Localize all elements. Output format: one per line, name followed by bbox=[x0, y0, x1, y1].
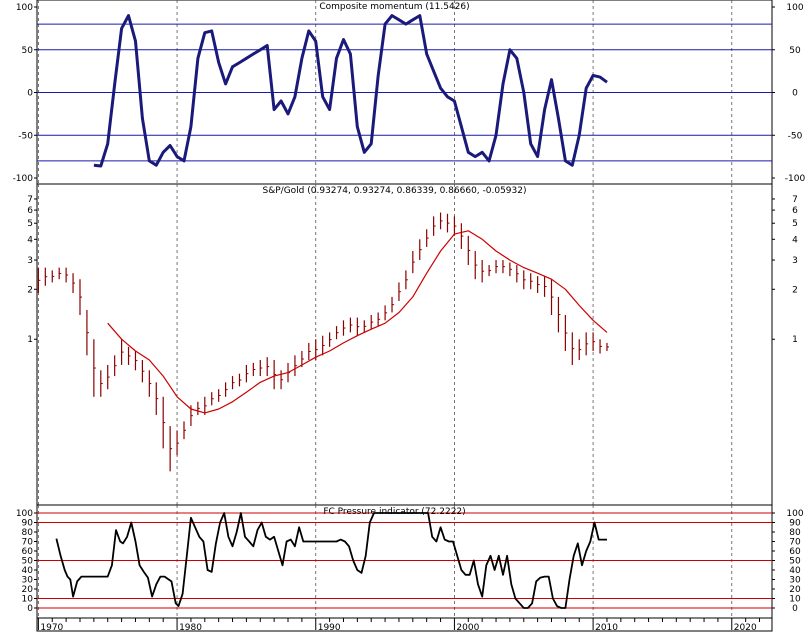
y-tick-label-left: 60 bbox=[22, 547, 34, 557]
y-tick-label-left: 50 bbox=[22, 557, 34, 567]
y-tick-label-right: 70 bbox=[789, 538, 801, 548]
y-tick-label-left: 6 bbox=[27, 206, 33, 216]
y-tick-label-right: 50 bbox=[789, 557, 801, 567]
y-tick-label-right: 50 bbox=[789, 46, 801, 56]
x-tick-label: 1970 bbox=[40, 623, 63, 632]
y-tick-label-right: 3 bbox=[792, 256, 798, 266]
y-tick-label-right: 7 bbox=[792, 195, 798, 205]
moving-average-line bbox=[107, 230, 608, 414]
y-tick-label-right: 100 bbox=[786, 3, 803, 13]
sp-gold-panel: 7 76 65 54 43 32 21 1S&P/Gold (0.93274, 0.93274… bbox=[27, 183, 798, 506]
y-tick-label-left: 5 bbox=[27, 219, 33, 229]
y-tick-label-left: 40 bbox=[22, 566, 34, 576]
panel-title: S&P/Gold (0.93274, 0.93274, 0.86339, 0.8… bbox=[263, 186, 527, 196]
y-tick-label-left: 4 bbox=[27, 235, 33, 245]
y-tick-label-left: -50 bbox=[18, 131, 33, 141]
y-tick-label-right: 80 bbox=[789, 528, 801, 538]
y-tick-label-left: 100 bbox=[16, 3, 33, 13]
series-line bbox=[93, 14, 608, 168]
y-tick-label-left: 20 bbox=[22, 585, 34, 595]
y-tick-label-right: 0 bbox=[792, 89, 798, 99]
y-tick-label-right: 5 bbox=[792, 219, 798, 229]
y-tick-label-left: 100 bbox=[16, 509, 33, 519]
y-tick-label-right: 60 bbox=[789, 547, 801, 557]
x-tick-label: 2010 bbox=[595, 623, 618, 632]
panel-frame bbox=[36, 504, 773, 619]
series-line bbox=[55, 512, 607, 609]
x-axis-frame bbox=[36, 617, 773, 632]
y-tick-label-right: 1 bbox=[792, 335, 798, 345]
x-tick-label: 2020 bbox=[734, 623, 757, 632]
y-tick-label-left: 7 bbox=[27, 195, 33, 205]
panel-title: FC Pressure indicator (72.2222) bbox=[323, 507, 465, 517]
y-tick-label-left: 70 bbox=[22, 538, 34, 548]
y-tick-label-right: 20 bbox=[789, 585, 801, 595]
y-tick-label-right: 10 bbox=[789, 595, 801, 605]
y-tick-label-right: 90 bbox=[789, 519, 801, 529]
y-tick-label-right: 40 bbox=[789, 566, 801, 576]
y-tick-label-left: 80 bbox=[22, 528, 34, 538]
y-tick-label-left: 10 bbox=[22, 595, 34, 605]
y-tick-label-right: -100 bbox=[785, 174, 806, 184]
x-tick-label: 1980 bbox=[179, 623, 202, 632]
x-tick-label: 1990 bbox=[318, 623, 341, 632]
y-tick-label-left: 1 bbox=[27, 335, 33, 345]
y-tick-label-right: 100 bbox=[786, 509, 803, 519]
y-tick-label-left: 3 bbox=[27, 256, 33, 266]
momentum-panel: 100 100 50 50 0 0 -50 -50 -100 -100 Composite mome… bbox=[13, 0, 806, 185]
y-tick-label-left: 0 bbox=[27, 89, 33, 99]
y-tick-label-left: 0 bbox=[27, 604, 33, 614]
panel-frame bbox=[36, 183, 773, 506]
y-tick-label-left: 90 bbox=[22, 519, 34, 529]
y-tick-label-right: 4 bbox=[792, 235, 798, 245]
y-tick-label-left: -100 bbox=[13, 174, 34, 184]
y-tick-label-left: 2 bbox=[27, 285, 33, 295]
y-tick-label-right: 6 bbox=[792, 206, 798, 216]
y-tick-label-left: 50 bbox=[22, 46, 34, 56]
x-tick-label: 2000 bbox=[456, 623, 479, 632]
panel-title: Composite momentum (11.5426) bbox=[319, 2, 469, 12]
y-tick-label-left: 30 bbox=[22, 576, 34, 586]
x-axis: 1970 1980 1990 2000 2010 2020 bbox=[36, 617, 773, 633]
y-tick-label-right: 0 bbox=[792, 604, 798, 614]
y-tick-label-right: 30 bbox=[789, 576, 801, 586]
y-tick-label-right: -50 bbox=[788, 131, 803, 141]
y-tick-label-right: 2 bbox=[792, 285, 798, 295]
